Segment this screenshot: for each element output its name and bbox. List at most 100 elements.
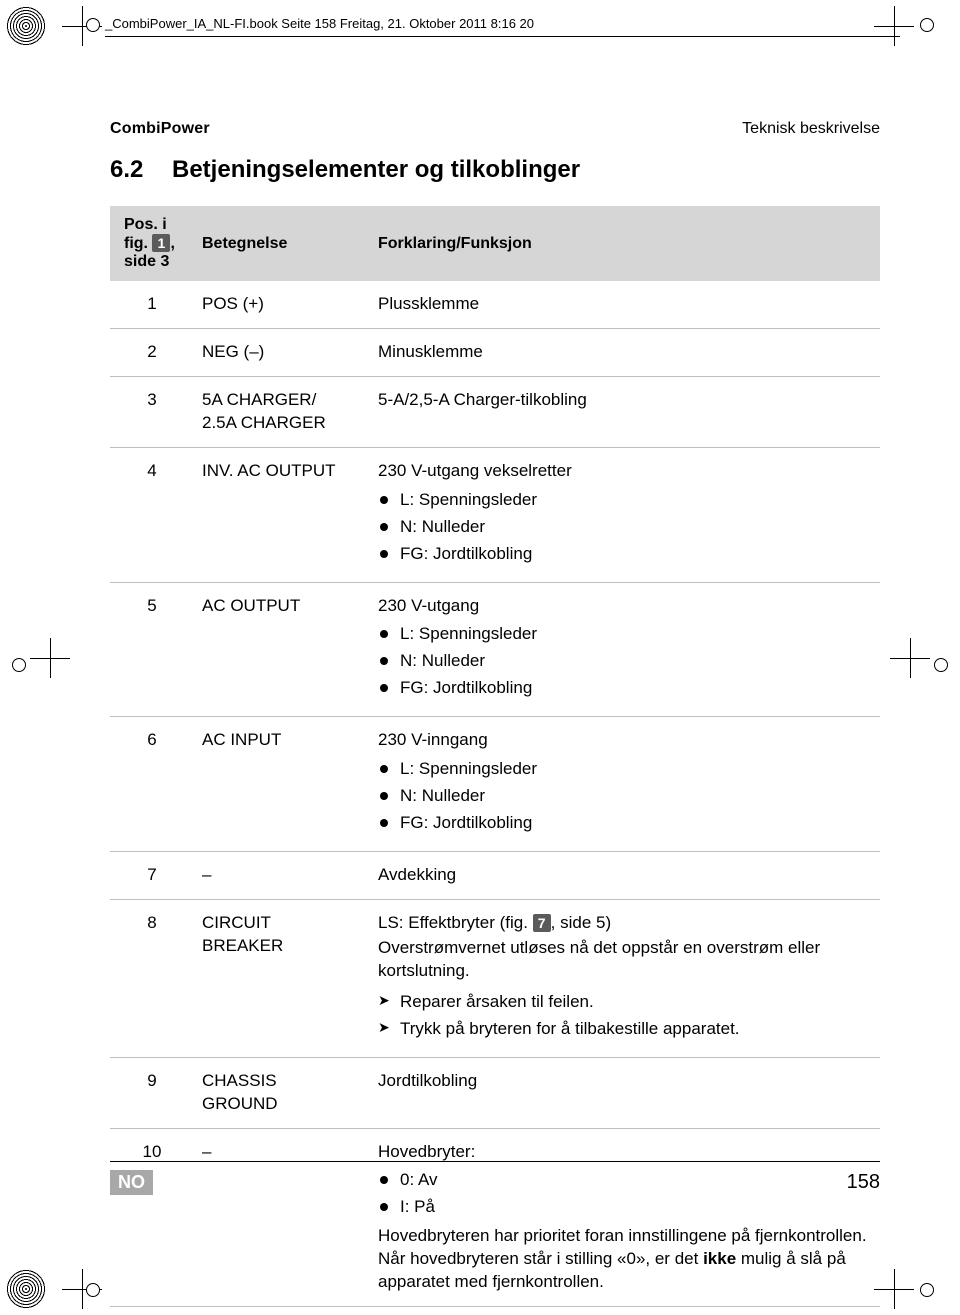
table-row: 5 AC OUTPUT 230 V-utgang L: Spenningsled… xyxy=(110,582,880,717)
cell-desc: Avdekking xyxy=(370,852,880,900)
table-head-row: Pos. i fig. 1, side 3 Betegnelse Forklar… xyxy=(110,206,880,281)
section-heading: Betjeningselementer og tilkoblinger xyxy=(172,156,580,183)
bullet-list: L: Spenningsleder N: Nulleder FG: Jordti… xyxy=(378,623,872,700)
crop-dot-ml xyxy=(12,658,26,672)
cell-desc-pre: LS: Effektbryter (fig. xyxy=(378,913,533,932)
list-item: N: Nulleder xyxy=(378,785,872,808)
cell-desc: 230 V-utgang L: Spenningsleder N: Nulled… xyxy=(370,582,880,717)
table-row: 9 CHASSIS GROUND Jordtilkobling xyxy=(110,1057,880,1128)
bullet-list: L: Spenningsleder N: Nulleder FG: Jordti… xyxy=(378,489,872,566)
cell-pos: 8 xyxy=(110,899,194,1057)
crop-dot-br xyxy=(920,1283,934,1297)
cell-name-l2: BREAKER xyxy=(202,935,362,958)
th-pos-post: , xyxy=(170,235,174,252)
cell-desc-line2: Overstrømvernet utløses nå det oppstår e… xyxy=(378,937,872,983)
section-number: 6.2 xyxy=(110,156,172,184)
para-bold: ikke xyxy=(703,1249,736,1268)
cell-pos: 2 xyxy=(110,328,194,376)
cell-name-l1: CHASSIS xyxy=(202,1070,362,1093)
page-body: CombiPower Teknisk beskrivelse 6.2Betjen… xyxy=(110,120,880,1195)
lang-badge: NO xyxy=(110,1170,153,1195)
th-pos-l2: fig. 1, xyxy=(124,234,186,253)
page-footer: NO 158 xyxy=(110,1161,880,1195)
cell-pos: 3 xyxy=(110,376,194,447)
list-item: L: Spenningsleder xyxy=(378,758,872,781)
cell-pos: 6 xyxy=(110,717,194,852)
running-head-left: CombiPower xyxy=(110,120,210,138)
cell-desc-head: 230 V-utgang vekselretter xyxy=(378,461,572,480)
arrow-list: Reparer årsaken til feilen. Trykk på bry… xyxy=(378,991,872,1041)
cell-name: AC INPUT xyxy=(194,717,370,852)
cell-desc-head: 230 V-utgang xyxy=(378,596,479,615)
cell-pos: 7 xyxy=(110,852,194,900)
running-head-right: Teknisk beskrivelse xyxy=(742,120,880,138)
th-desc: Forklaring/Funksjon xyxy=(370,206,880,281)
list-item: FG: Jordtilkobling xyxy=(378,677,872,700)
crop-cross-ml xyxy=(30,638,70,678)
table-row: 8 CIRCUIT BREAKER LS: Effektbryter (fig.… xyxy=(110,899,880,1057)
cell-pos: 10 xyxy=(110,1128,194,1307)
cell-name-l2: 2.5A CHARGER xyxy=(202,412,362,435)
crop-dot-tl xyxy=(86,18,100,32)
section-title: 6.2Betjeningselementer og tilkoblinger xyxy=(110,156,880,184)
cell-desc: 230 V-utgang vekselretter L: Spenningsle… xyxy=(370,447,880,582)
list-item: FG: Jordtilkobling xyxy=(378,543,872,566)
crop-target-tl xyxy=(6,6,46,46)
th-pos: Pos. i fig. 1, side 3 xyxy=(110,206,194,281)
running-head: CombiPower Teknisk beskrivelse xyxy=(110,120,880,138)
cell-desc-head: Hovedbryter: xyxy=(378,1142,475,1161)
cell-desc: Jordtilkobling xyxy=(370,1057,880,1128)
spec-table: Pos. i fig. 1, side 3 Betegnelse Forklar… xyxy=(110,206,880,1307)
cell-name: – xyxy=(194,852,370,900)
crop-dot-bl xyxy=(86,1283,100,1297)
cell-desc-head: 230 V-inngang xyxy=(378,730,488,749)
cell-name: – xyxy=(194,1128,370,1307)
crop-cross-mr xyxy=(890,638,930,678)
figref-1-icon: 1 xyxy=(152,234,170,252)
th-pos-l3: side 3 xyxy=(124,253,186,271)
th-name: Betegnelse xyxy=(194,206,370,281)
table-row: 4 INV. AC OUTPUT 230 V-utgang vekselrett… xyxy=(110,447,880,582)
cell-name-l1: 5A CHARGER/ xyxy=(202,389,362,412)
crop-dot-tr xyxy=(920,18,934,32)
cell-desc-para: Hovedbryteren har prioritet foran innsti… xyxy=(378,1225,872,1294)
cell-pos: 4 xyxy=(110,447,194,582)
figref-7-icon: 7 xyxy=(533,914,551,932)
table-row: 3 5A CHARGER/ 2.5A CHARGER 5-A/2,5-A Cha… xyxy=(110,376,880,447)
list-item: FG: Jordtilkobling xyxy=(378,812,872,835)
cell-name-l1: CIRCUIT xyxy=(202,912,362,935)
bullet-list: L: Spenningsleder N: Nulleder FG: Jordti… xyxy=(378,758,872,835)
print-header-rule xyxy=(105,36,900,37)
cell-name: NEG (–) xyxy=(194,328,370,376)
list-item: N: Nulleder xyxy=(378,516,872,539)
table-row: 6 AC INPUT 230 V-inngang L: Spenningsled… xyxy=(110,717,880,852)
table-row: 1 POS (+) Plussklemme xyxy=(110,281,880,328)
cell-desc: 230 V-inngang L: Spenningsleder N: Nulle… xyxy=(370,717,880,852)
list-item: L: Spenningsleder xyxy=(378,489,872,512)
page-number: 158 xyxy=(847,1171,880,1194)
cell-desc: Minusklemme xyxy=(370,328,880,376)
print-header: _CombiPower_IA_NL-FI.book Seite 158 Frei… xyxy=(105,16,900,31)
cell-name: 5A CHARGER/ 2.5A CHARGER xyxy=(194,376,370,447)
table-row: 7 – Avdekking xyxy=(110,852,880,900)
th-pos-l1: Pos. i xyxy=(124,216,186,234)
crop-dot-mr xyxy=(934,658,948,672)
cell-name: CHASSIS GROUND xyxy=(194,1057,370,1128)
cell-desc: Plussklemme xyxy=(370,281,880,328)
table-row: 10 – Hovedbryter: 0: Av I: På Hovedbryte… xyxy=(110,1128,880,1307)
list-item: Reparer årsaken til feilen. xyxy=(378,991,872,1014)
list-item: Trykk på bryteren for å tilbakestille ap… xyxy=(378,1018,872,1041)
cell-pos: 1 xyxy=(110,281,194,328)
cell-name: POS (+) xyxy=(194,281,370,328)
cell-desc: 5-A/2,5-A Charger-tilkobling xyxy=(370,376,880,447)
crop-target-bl xyxy=(6,1269,46,1309)
list-item: N: Nulleder xyxy=(378,650,872,673)
cell-desc-post: , side 5) xyxy=(551,913,611,932)
cell-name: AC OUTPUT xyxy=(194,582,370,717)
crop-cross-br xyxy=(874,1269,914,1309)
cell-name-l2: GROUND xyxy=(202,1093,362,1116)
cell-name: INV. AC OUTPUT xyxy=(194,447,370,582)
cell-name: CIRCUIT BREAKER xyxy=(194,899,370,1057)
cell-desc: LS: Effektbryter (fig. 7, side 5) Overst… xyxy=(370,899,880,1057)
list-item: I: På xyxy=(378,1196,872,1219)
